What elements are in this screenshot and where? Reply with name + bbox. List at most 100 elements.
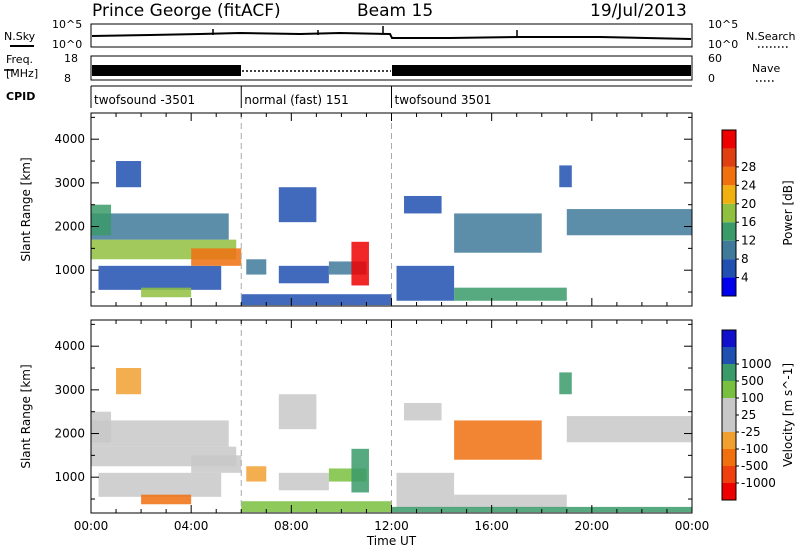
colorbar-tick-label: 24 bbox=[741, 178, 756, 192]
colorbar-swatch bbox=[722, 222, 736, 241]
noise-trace bbox=[91, 31, 692, 40]
cpid-segment-label: normal (fast) 151 bbox=[244, 93, 348, 107]
colorbar-tick-label: 16 bbox=[741, 215, 756, 229]
y-tick-label: 1000 bbox=[54, 263, 85, 277]
scatter-region bbox=[116, 368, 142, 395]
y-tick-label: 3000 bbox=[54, 176, 85, 190]
scatter-region bbox=[246, 259, 267, 275]
y-axis-label: Slant Range [km] bbox=[19, 157, 33, 261]
scatter-region bbox=[454, 494, 567, 508]
noise-left-tick-top: 10^5 bbox=[52, 18, 82, 31]
colorbar-swatch bbox=[722, 203, 736, 223]
station-title: Prince George (fitACF) bbox=[92, 1, 281, 21]
scatter-region bbox=[278, 265, 329, 284]
noise-right-tick-bottom: 10^0 bbox=[708, 38, 738, 51]
colorbar-tick-label: -25 bbox=[741, 425, 761, 439]
scatter-region bbox=[566, 416, 692, 443]
beam-title: Beam 15 bbox=[357, 1, 433, 21]
scatter-region bbox=[91, 213, 229, 240]
colorbar-swatch bbox=[722, 466, 736, 483]
colorbar-swatch bbox=[722, 415, 736, 432]
colorbar-tick-label: 8 bbox=[741, 252, 749, 266]
y-tick-label: 3000 bbox=[54, 383, 85, 397]
x-tick-label: 00:00 bbox=[74, 519, 109, 533]
scatter-region bbox=[454, 420, 542, 460]
scatter-region bbox=[559, 165, 572, 188]
noise-left-tick-bottom: 10^0 bbox=[52, 38, 82, 51]
scatter-region bbox=[566, 209, 692, 236]
cpid-segment-label: twofsound -3501 bbox=[94, 93, 195, 107]
scatter-region bbox=[351, 448, 369, 493]
colorbar-label: Velocity [m s^-1] bbox=[781, 363, 795, 467]
date-title: 19/Jul/2013 bbox=[590, 1, 687, 21]
scatter-region bbox=[454, 287, 567, 301]
cpid-row: CPID twofsound -3501 normal (fast) 151 two… bbox=[6, 85, 692, 108]
x-tick-label: 08:00 bbox=[274, 519, 309, 533]
colorbar-swatch bbox=[722, 381, 736, 398]
scatter-region bbox=[404, 195, 442, 214]
y-tick-label: 4000 bbox=[54, 339, 85, 353]
y-tick-label: 1000 bbox=[54, 470, 85, 484]
scatter-region bbox=[116, 161, 142, 188]
colorbar-label: Power [dB] bbox=[781, 180, 795, 245]
nsearch-label: N.Search bbox=[746, 30, 796, 43]
freq-left-tick-top: 18 bbox=[64, 52, 78, 65]
nsky-label: N.Sky bbox=[4, 30, 36, 43]
colorbar-tick-label: 12 bbox=[741, 234, 756, 248]
y-tick-label: 2000 bbox=[54, 220, 85, 234]
freq-label-2: [MHz] bbox=[6, 67, 38, 80]
scatter-region bbox=[396, 472, 455, 508]
nave-right-tick-bottom: 0 bbox=[708, 72, 715, 85]
colorbar-swatch bbox=[722, 449, 736, 466]
noise-panel: N.Sky 10^5 10^0 10^5 10^0 N.Search bbox=[4, 18, 796, 51]
scatter-region bbox=[396, 265, 455, 301]
freq-band-left bbox=[92, 65, 241, 76]
cpid-label: CPID bbox=[6, 90, 35, 103]
scatter-region bbox=[404, 402, 442, 421]
freq-label-1: Freq. bbox=[6, 53, 33, 66]
colorbar-frame bbox=[721, 129, 737, 297]
scatter-region bbox=[98, 472, 222, 497]
scatter-region bbox=[98, 265, 222, 290]
colorbar-tick-label: -100 bbox=[741, 442, 768, 456]
scatter-region bbox=[351, 241, 369, 286]
colorbar-tick-label: 100 bbox=[741, 391, 764, 405]
colorbar-swatch bbox=[722, 259, 736, 278]
scatter-region bbox=[454, 213, 542, 253]
colorbar-swatch bbox=[722, 130, 736, 149]
x-tick-label: 04:00 bbox=[174, 519, 209, 533]
x-axis-label: Time UT bbox=[366, 534, 417, 548]
freq-band-right bbox=[392, 65, 691, 76]
colorbar-swatch bbox=[722, 330, 736, 347]
colorbar-swatch bbox=[722, 364, 736, 381]
colorbar-swatch bbox=[722, 148, 736, 167]
power-panel: 1000 2000 3000 4000 Slant Range [km] 4 8 12 16 20… bbox=[19, 112, 795, 307]
colorbar-swatch bbox=[722, 240, 736, 260]
scatter-region bbox=[278, 394, 317, 430]
scatter-region bbox=[91, 411, 112, 443]
nave-label: Nave bbox=[752, 62, 780, 75]
cpid-segment-label: twofsound 3501 bbox=[395, 93, 492, 107]
scatter-region bbox=[241, 294, 392, 306]
y-tick-label: 4000 bbox=[54, 132, 85, 146]
scatter-region bbox=[246, 466, 267, 482]
colorbar-swatch bbox=[722, 432, 736, 449]
freq-left-tick-bottom: 8 bbox=[64, 72, 71, 85]
colorbar-swatch bbox=[722, 277, 736, 296]
y-axis-label: Slant Range [km] bbox=[19, 364, 33, 468]
noise-right-tick-top: 10^5 bbox=[708, 18, 738, 31]
data-region-group bbox=[91, 368, 692, 513]
nave-right-tick-top: 60 bbox=[708, 52, 722, 65]
frequency-panel: Freq. [MHz] 18 8 60 0 Nave bbox=[4, 52, 780, 85]
scatter-region bbox=[278, 472, 329, 491]
x-tick-label: 00:00 bbox=[675, 519, 710, 533]
colorbar-tick-label: 4 bbox=[741, 271, 749, 285]
velocity-panel: 00:00 04:00 08:00 12:00 16:00 20:00 00:00 1000 2… bbox=[19, 319, 795, 548]
colorbar-tick-label: 20 bbox=[741, 197, 756, 211]
x-tick-label: 20:00 bbox=[575, 519, 610, 533]
colorbar-swatch bbox=[722, 483, 736, 500]
scatter-region bbox=[191, 248, 242, 266]
colorbar-swatch bbox=[722, 398, 736, 415]
scatter-region bbox=[241, 501, 392, 513]
